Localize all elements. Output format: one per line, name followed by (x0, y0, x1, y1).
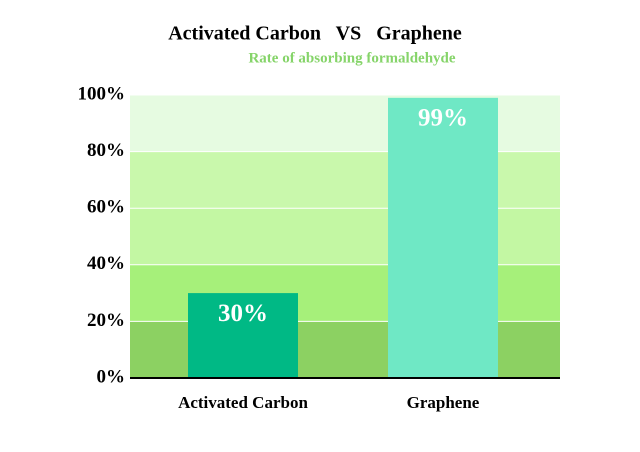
y-tick-label: 0% (97, 366, 126, 387)
y-tick-label: 60% (87, 197, 125, 218)
y-tick-label: 100% (78, 83, 126, 104)
x-tick-label: Activated Carbon (178, 393, 308, 412)
y-tick-label: 40% (87, 253, 125, 274)
y-tick-label: 20% (87, 310, 125, 331)
value-label: 30% (218, 300, 268, 327)
chart-subtitle: Rate of absorbing formaldehyde (248, 50, 455, 66)
y-tick-label: 80% (87, 140, 125, 161)
bar (188, 293, 298, 378)
bar (388, 97, 498, 378)
x-tick-label: Graphene (407, 393, 480, 412)
chart-title: Activated Carbon VS Graphene (168, 23, 462, 45)
value-label: 99% (418, 105, 468, 132)
